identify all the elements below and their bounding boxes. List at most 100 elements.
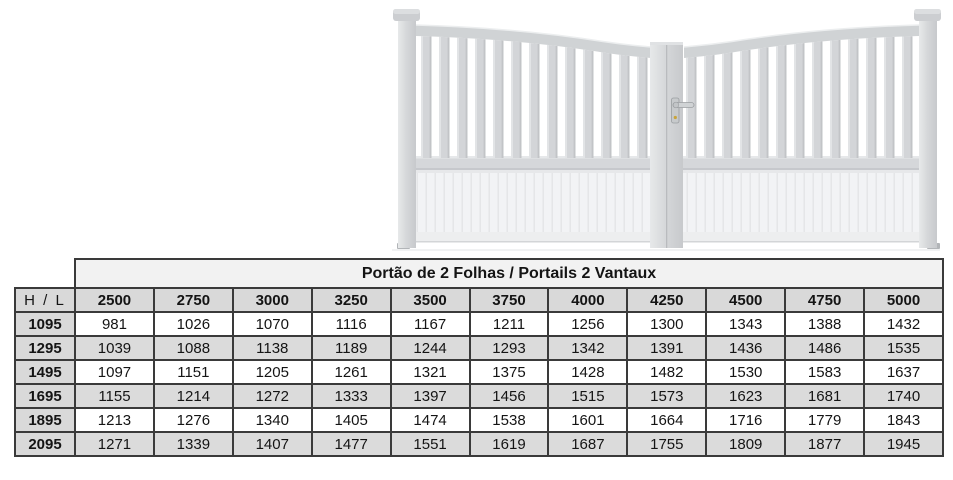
cell-1895-3750: 1538 xyxy=(468,407,550,433)
cell-1095-2750: 1026 xyxy=(152,311,234,337)
table-row-1095: 1095 981 1026 1070 1116 1167 1211 1256 1300 1343 1… xyxy=(14,311,944,337)
cell-1095-4750: 1388 xyxy=(784,311,866,337)
column-header-4750: 4750 xyxy=(784,287,866,313)
column-header-4000: 4000 xyxy=(547,287,629,313)
cell-1695-2750: 1214 xyxy=(152,383,234,409)
cell-1895-2750: 1276 xyxy=(152,407,234,433)
cell-1895-4500: 1716 xyxy=(705,407,787,433)
cell-1095-4500: 1343 xyxy=(705,311,787,337)
table-row-1895: 1895 1213 1276 1340 1405 1474 1538 1601 1664 1716… xyxy=(14,407,944,433)
row-header-2095: 2095 xyxy=(14,431,76,457)
row-header-1895: 1895 xyxy=(14,407,76,433)
cell-1295-4750: 1486 xyxy=(784,335,866,361)
table-row-2095: 2095 1271 1339 1407 1477 1551 1619 1687 1755 1809… xyxy=(14,431,944,457)
row-header-1095: 1095 xyxy=(14,311,76,337)
table-corner-spacer xyxy=(15,259,75,288)
cell-1495-5000: 1637 xyxy=(863,359,944,385)
cell-2095-2750: 1339 xyxy=(152,431,234,457)
cell-1495-4250: 1482 xyxy=(626,359,708,385)
cell-1895-3000: 1340 xyxy=(231,407,313,433)
cell-1295-3750: 1293 xyxy=(468,335,550,361)
cell-1095-3000: 1070 xyxy=(231,311,313,337)
cell-1095-4250: 1300 xyxy=(626,311,708,337)
cell-2095-4250: 1755 xyxy=(626,431,708,457)
cell-1295-4000: 1342 xyxy=(547,335,629,361)
cell-1895-4000: 1601 xyxy=(547,407,629,433)
table-title: Portão de 2 Folhas / Portails 2 Vantaux xyxy=(74,258,944,289)
cell-1295-2500: 1039 xyxy=(74,335,155,361)
size-price-table: Portão de 2 Folhas / Portails 2 Vantaux … xyxy=(14,258,944,457)
cell-1895-2500: 1213 xyxy=(74,407,155,433)
cell-1695-3250: 1333 xyxy=(310,383,392,409)
gate-center-stiles xyxy=(650,42,683,248)
table-row-1295: 1295 1039 1088 1138 1189 1244 1293 1342 1391 1436… xyxy=(14,335,944,361)
cell-1095-2500: 981 xyxy=(74,311,155,337)
cell-1695-4500: 1623 xyxy=(705,383,787,409)
cell-2095-4750: 1877 xyxy=(784,431,866,457)
cell-1695-4750: 1681 xyxy=(784,383,866,409)
cell-1895-4750: 1779 xyxy=(784,407,866,433)
cell-1095-3500: 1167 xyxy=(389,311,471,337)
cell-1495-2500: 1097 xyxy=(74,359,155,385)
cell-1495-3500: 1321 xyxy=(389,359,471,385)
cell-1495-3250: 1261 xyxy=(310,359,392,385)
cell-2095-3250: 1477 xyxy=(310,431,392,457)
cell-1495-3750: 1375 xyxy=(468,359,550,385)
column-header-3750: 3750 xyxy=(468,287,550,313)
gate-shadow xyxy=(392,249,940,251)
table-row-1695: 1695 1155 1214 1272 1333 1397 1456 1515 1573 1623… xyxy=(14,383,944,409)
cell-1895-4250: 1664 xyxy=(626,407,708,433)
row-header-1495: 1495 xyxy=(14,359,76,385)
double-leaf-gate-icon xyxy=(392,9,941,251)
cell-1495-2750: 1151 xyxy=(152,359,234,385)
cell-1895-3250: 1405 xyxy=(310,407,392,433)
column-header-3500: 3500 xyxy=(389,287,471,313)
column-header-4500: 4500 xyxy=(705,287,787,313)
cell-2095-4500: 1809 xyxy=(705,431,787,457)
column-header-3250: 3250 xyxy=(310,287,392,313)
column-header-4250: 4250 xyxy=(626,287,708,313)
cell-1295-4250: 1391 xyxy=(626,335,708,361)
gate-right-post xyxy=(914,9,941,249)
cell-1295-4500: 1436 xyxy=(705,335,787,361)
cell-1495-4750: 1583 xyxy=(784,359,866,385)
cell-2095-3750: 1619 xyxy=(468,431,550,457)
cell-1695-4000: 1515 xyxy=(547,383,629,409)
cell-2095-4000: 1687 xyxy=(547,431,629,457)
cell-1095-3750: 1211 xyxy=(468,311,550,337)
cell-1895-5000: 1843 xyxy=(863,407,944,433)
cell-1095-3250: 1116 xyxy=(310,311,392,337)
cell-1495-3000: 1205 xyxy=(231,359,313,385)
cell-2095-5000: 1945 xyxy=(863,431,944,457)
cell-2095-2500: 1271 xyxy=(74,431,155,457)
cell-1095-5000: 1432 xyxy=(863,311,944,337)
cell-2095-3500: 1551 xyxy=(389,431,471,457)
cell-1695-3500: 1397 xyxy=(389,383,471,409)
cell-1295-3500: 1244 xyxy=(389,335,471,361)
cell-1695-2500: 1155 xyxy=(74,383,155,409)
cell-1695-4250: 1573 xyxy=(626,383,708,409)
column-header-row: H / L 2500 2750 3000 3250 3500 3750 4000 4250 45… xyxy=(14,287,944,313)
column-header-2500: 2500 xyxy=(74,287,155,313)
table-title-row: Portão de 2 Folhas / Portails 2 Vantaux xyxy=(15,258,944,289)
cell-1295-5000: 1535 xyxy=(863,335,944,361)
cell-2095-3000: 1407 xyxy=(231,431,313,457)
gate-product-image xyxy=(388,2,944,254)
column-header-5000: 5000 xyxy=(863,287,944,313)
gate-slats xyxy=(416,36,919,158)
gate-left-post xyxy=(393,9,420,249)
cell-1495-4500: 1530 xyxy=(705,359,787,385)
gate-top-rails xyxy=(415,24,920,58)
column-header-3000: 3000 xyxy=(231,287,313,313)
row-header-1295: 1295 xyxy=(14,335,76,361)
corner-cell-h-l: H / L xyxy=(14,287,76,313)
cell-1295-3250: 1189 xyxy=(310,335,392,361)
cell-1695-5000: 1740 xyxy=(863,383,944,409)
cell-1895-3500: 1474 xyxy=(389,407,471,433)
cell-1695-3750: 1456 xyxy=(468,383,550,409)
cell-1295-3000: 1138 xyxy=(231,335,313,361)
column-header-2750: 2750 xyxy=(152,287,234,313)
gate-handle-icon xyxy=(671,97,695,124)
cell-1695-3000: 1272 xyxy=(231,383,313,409)
